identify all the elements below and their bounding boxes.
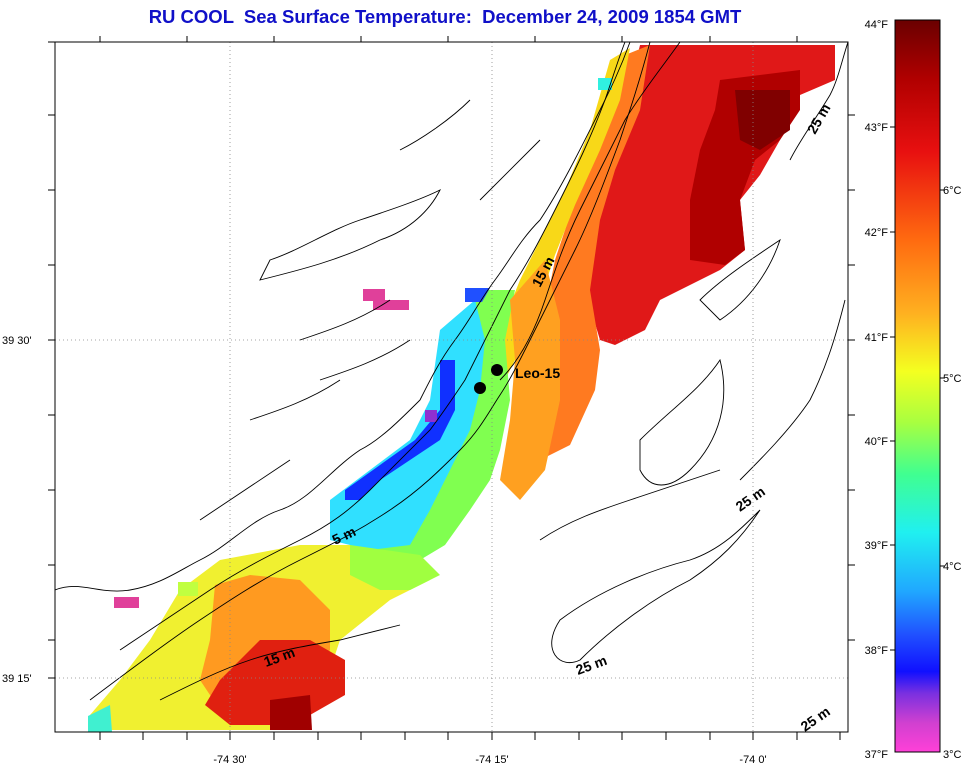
colorbar-ticks bbox=[890, 126, 945, 651]
station-label: Leo-15 bbox=[515, 365, 560, 381]
contour-25m-ne bbox=[789, 42, 848, 161]
contour-label-25m-ne: 25 m bbox=[804, 101, 834, 137]
colorbar-f-40: 40°F bbox=[865, 436, 889, 448]
map-title: RU COOL Sea Surface Temperature: Decembe… bbox=[148, 6, 742, 27]
graticule bbox=[55, 42, 848, 732]
sst-magenta-patch-3 bbox=[114, 597, 139, 608]
colorbar-f-39: 39°F bbox=[865, 540, 889, 552]
map-frame bbox=[54, 41, 849, 733]
colorbar-f-44: 44°F bbox=[865, 19, 889, 31]
colorbar-f-37: 37°F bbox=[865, 749, 889, 761]
sst-green-patch-coast bbox=[178, 582, 198, 596]
inland-marsh bbox=[259, 188, 442, 281]
colorbar-c-6: 6°C bbox=[943, 185, 962, 197]
sst-layer bbox=[88, 45, 835, 732]
contours bbox=[55, 42, 848, 701]
station-marker-2 bbox=[474, 382, 486, 394]
contour-5m bbox=[89, 42, 651, 701]
contour-label-25m-se: 25 m bbox=[798, 703, 833, 734]
sst-cyan-patch-top bbox=[598, 78, 612, 90]
lat-label-39-30: 39 30' bbox=[2, 335, 32, 347]
lat-label-39-15: 39 15' bbox=[2, 673, 32, 685]
station-marker-1 bbox=[491, 364, 503, 376]
lon-label-74-0: -74 0' bbox=[739, 754, 766, 766]
contour-15m-sw bbox=[159, 624, 401, 701]
sst-darkest-ne bbox=[735, 90, 790, 150]
shoal-3 bbox=[699, 238, 781, 321]
contour-25m-e bbox=[739, 299, 846, 481]
sst-blue-top bbox=[465, 288, 490, 302]
lon-label-74-15: -74 15' bbox=[475, 754, 508, 766]
shoal-1 bbox=[551, 509, 761, 664]
offshore-ridge bbox=[539, 469, 721, 541]
lon-label-74-30: -74 30' bbox=[213, 754, 246, 766]
sst-purple-patch bbox=[425, 410, 437, 422]
sst-magenta-patch-2 bbox=[373, 300, 409, 310]
colorbar-f-41: 41°F bbox=[865, 332, 889, 344]
colorbar-f-43: 43°F bbox=[865, 122, 889, 134]
contour-label-25m-e: 25 m bbox=[733, 483, 768, 514]
colorbar-c-5: 5°C bbox=[943, 373, 962, 385]
inland-creeks bbox=[199, 99, 541, 521]
shoal-2 bbox=[639, 358, 725, 486]
axis-ticks bbox=[48, 36, 855, 740]
sst-magenta-patch-1 bbox=[363, 289, 385, 301]
sst-cyan-sw bbox=[88, 705, 112, 732]
colorbar bbox=[894, 19, 941, 753]
sst-darkred-sw bbox=[270, 695, 312, 730]
contour-15m-ne bbox=[499, 42, 681, 381]
barrier-island bbox=[119, 42, 626, 651]
colorbar-f-42: 42°F bbox=[865, 227, 889, 239]
coastline bbox=[55, 42, 631, 592]
colorbar-f-38: 38°F bbox=[865, 645, 889, 657]
colorbar-c-3: 3°C bbox=[943, 749, 962, 761]
sst-green-sw bbox=[350, 545, 440, 590]
sst-blue-mid bbox=[345, 360, 455, 500]
colorbar-c-4: 4°C bbox=[943, 561, 962, 573]
contour-label-25m-s: 25 m bbox=[574, 652, 609, 678]
sst-orange-mid bbox=[500, 260, 560, 500]
